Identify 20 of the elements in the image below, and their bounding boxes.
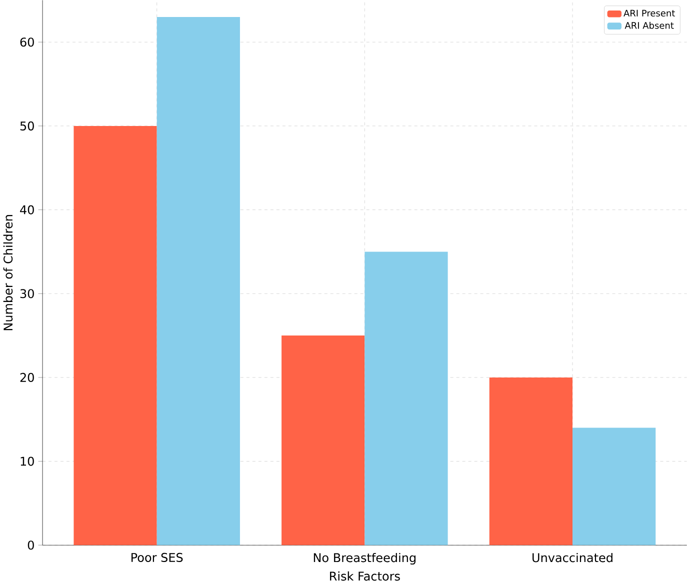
x-tick-label: No Breastfeeding bbox=[314, 552, 416, 565]
x-tick-label: Poor SES bbox=[132, 552, 183, 562]
bar bbox=[156, 16, 240, 546]
y-tick-label: 60 bbox=[20, 38, 34, 47]
x-tick-label: Unvaccinated bbox=[532, 552, 612, 562]
y-axis-title: Number of Children bbox=[3, 215, 13, 330]
bar bbox=[489, 377, 572, 546]
y-tick-label: 40 bbox=[20, 205, 34, 214]
bar bbox=[282, 336, 365, 546]
bar bbox=[74, 126, 157, 546]
y-tick-label: 10 bbox=[20, 456, 34, 466]
bar bbox=[364, 252, 448, 546]
bar bbox=[572, 428, 656, 546]
y-tick-label: 20 bbox=[20, 372, 34, 382]
legend-label: ARI Absent bbox=[624, 22, 674, 29]
legend-label: ARI Present bbox=[624, 10, 675, 17]
y-tick-label: 50 bbox=[20, 121, 34, 130]
y-tick-label: 30 bbox=[20, 289, 34, 298]
x-axis-title: Risk Factors bbox=[330, 571, 400, 581]
y-tick-label: 0 bbox=[28, 540, 34, 550]
